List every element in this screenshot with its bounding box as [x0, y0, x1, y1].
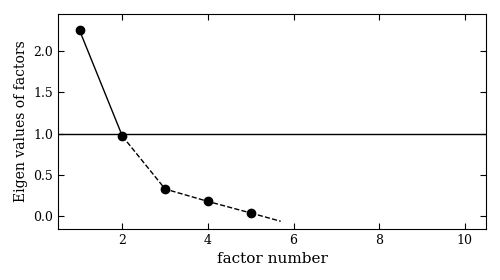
X-axis label: factor number: factor number — [216, 252, 328, 266]
Y-axis label: Eigen values of factors: Eigen values of factors — [14, 40, 28, 202]
